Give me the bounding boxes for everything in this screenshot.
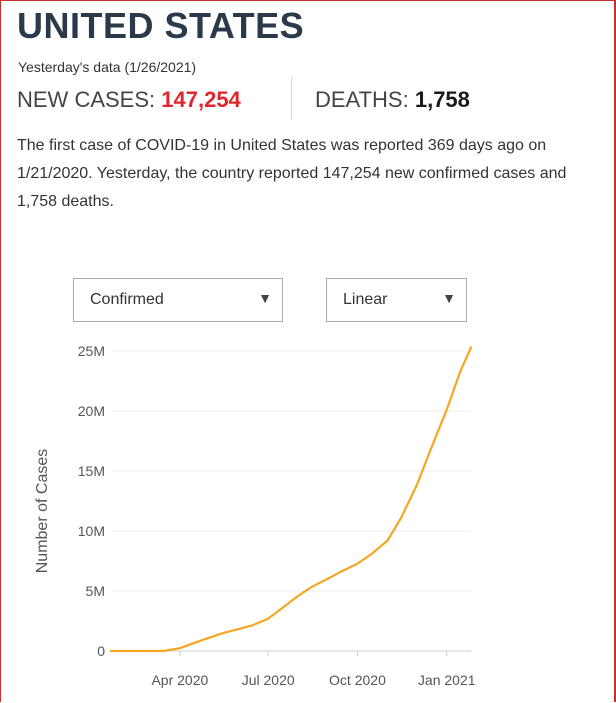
scale-select[interactable]: Linear ▼ — [326, 278, 467, 322]
y-tick-label: 15M — [78, 463, 105, 479]
y-tick-label: 10M — [78, 523, 105, 539]
y-tick-label: 25M — [78, 343, 105, 359]
deaths-label: DEATHS: — [315, 87, 409, 112]
summary-paragraph: The first case of COVID-19 in United Sta… — [17, 137, 567, 210]
cases-line-chart: 0 5M 10M 15M 20M 25M Apr 2020 Jul 2020 Oct 2020 J… — [34, 343, 476, 688]
case-type-select[interactable]: Confirmed ▼ — [73, 278, 283, 322]
stats-divider — [291, 77, 292, 119]
x-tick-label: Jan 2021 — [418, 672, 476, 688]
new-cases-stat: NEW CASES: 147,254 — [17, 87, 241, 113]
x-tick-label: Oct 2020 — [329, 672, 386, 688]
y-axis-label: Number of Cases — [34, 449, 51, 574]
confirmed-cases-line — [109, 346, 473, 653]
stats-row: NEW CASES: 147,254 DEATHS: 1,758 — [17, 77, 577, 119]
x-tick-label: Jul 2020 — [242, 672, 295, 688]
data-date-subtitle: Yesterday's data (1/26/2021) — [18, 59, 197, 75]
triangle-down-icon: ▼ — [442, 290, 456, 306]
page-title: UNITED STATES — [17, 5, 305, 46]
triangle-down-icon: ▼ — [258, 290, 272, 306]
deaths-value: 1,758 — [414, 87, 470, 112]
x-tick-label: Apr 2020 — [151, 672, 208, 688]
case-type-selected-value: Confirmed — [90, 291, 164, 308]
y-tick-label: 0 — [97, 643, 105, 659]
new-cases-label: NEW CASES: — [17, 87, 156, 112]
deaths-stat: DEATHS: 1,758 — [315, 87, 470, 113]
scale-selected-value: Linear — [343, 291, 388, 308]
y-tick-label: 5M — [86, 583, 105, 599]
new-cases-value: 147,254 — [161, 87, 241, 112]
y-tick-label: 20M — [78, 403, 105, 419]
